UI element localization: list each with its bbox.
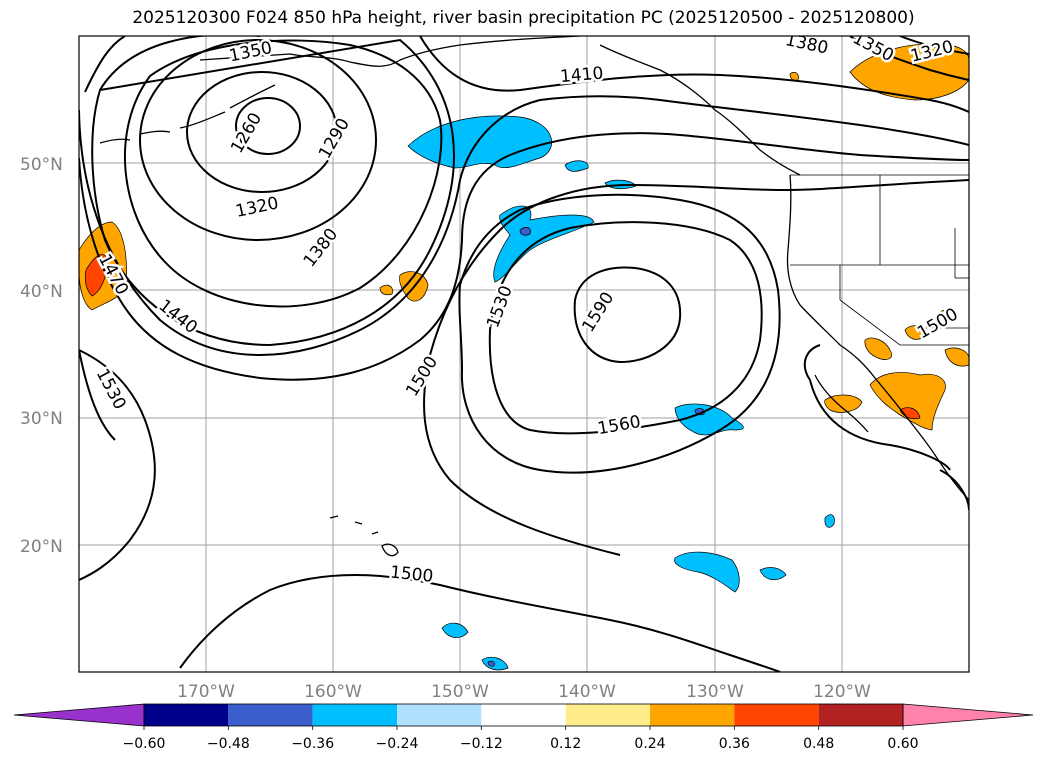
colorbar-segment	[818, 704, 903, 726]
map-title: 2025120300 F024 850 hPa height, river ba…	[132, 8, 915, 28]
contour-1320-ne	[899, 36, 969, 55]
colorbar	[13, 703, 1034, 727]
contour-1560	[488, 221, 763, 435]
precip-shading	[79, 43, 969, 671]
lat-label-40: 40°N	[20, 282, 63, 302]
state-borders	[790, 174, 969, 346]
colorbar-tick-label: −0.36	[291, 736, 334, 752]
longitude-labels: 170°W 160°W 150°W 140°W 130°W 120°W	[177, 682, 871, 702]
alaska-coast	[199, 36, 581, 67]
aleutian-islands	[99, 84, 276, 144]
colorbar-segment	[565, 704, 650, 726]
colorbar-tick-label: −0.48	[207, 736, 250, 752]
contour-1350-ne	[849, 36, 969, 81]
north-america-coast	[786, 174, 969, 501]
neg-anomaly-small-1	[564, 160, 589, 172]
coastlines	[99, 36, 969, 557]
height-contours	[79, 36, 969, 672]
colorbar-tick-label: 0.60	[887, 736, 918, 752]
contour-1530	[79, 193, 781, 474]
colorbar-segment	[144, 704, 229, 726]
contour-1410	[84, 36, 969, 113]
lon-label-130w: 130°W	[686, 682, 744, 702]
svg-text:1410: 1410	[559, 63, 604, 87]
lon-label-160w: 160°W	[304, 682, 362, 702]
lat-label-50: 50°N	[20, 155, 63, 175]
pos-anomaly-mexico	[869, 372, 946, 431]
contour-1350	[124, 39, 443, 308]
neg-anomaly-band	[493, 205, 595, 283]
colorbar-segment	[312, 704, 397, 726]
colorbar-segment-under	[13, 703, 145, 727]
colorbar-segment	[650, 704, 735, 726]
lat-label-20: 20°N	[20, 537, 63, 557]
contour-1260	[235, 97, 301, 155]
colorbar-segment	[228, 704, 313, 726]
alaska-panhandle	[599, 44, 801, 176]
lat-label-30: 30°N	[20, 409, 63, 429]
map-frame	[78, 35, 970, 673]
colorbar-segment	[397, 704, 482, 726]
latitude-labels: 50°N 40°N 30°N 20°N	[20, 155, 63, 557]
colorbar-segment	[734, 704, 819, 726]
contour-1500	[79, 179, 969, 581]
lon-label-140w: 140°W	[558, 682, 616, 702]
colorbar-tick-label: 0.36	[719, 736, 750, 752]
colorbar-tick-label: 0.48	[803, 736, 834, 752]
lon-label-150w: 150°W	[431, 682, 489, 702]
neg-anomaly-gulf-alaska	[407, 115, 553, 169]
colorbar-tick-label: −0.12	[460, 736, 503, 752]
contour-1290	[186, 71, 338, 193]
colorbar-tick-label: 0.24	[634, 736, 665, 752]
contour-1380	[91, 36, 455, 347]
contour-1440	[79, 95, 969, 356]
colorbar-ticks: −0.60 −0.48 −0.36 −0.24 −0.12 0.12 0.24 0.36 0.4…	[123, 726, 919, 752]
hawaii-islands	[329, 515, 399, 557]
contour-1500-south	[179, 574, 781, 672]
lon-label-170w: 170°W	[177, 682, 235, 702]
neg-anomaly-subtropical-2	[674, 551, 740, 593]
contour-1320	[139, 39, 377, 241]
baja-california	[814, 374, 869, 433]
contour-1470	[79, 132, 969, 381]
colorbar-tick-label: 0.12	[550, 736, 581, 752]
lon-label-120w: 120°W	[813, 682, 871, 702]
colorbar-segment	[481, 704, 566, 726]
colorbar-segment-over	[902, 703, 1034, 727]
colorbar-tick-label: −0.24	[376, 736, 419, 752]
colorbar-outline	[143, 703, 904, 727]
contour-1590	[573, 266, 682, 364]
colorbar-tick-label: −0.60	[123, 736, 166, 752]
